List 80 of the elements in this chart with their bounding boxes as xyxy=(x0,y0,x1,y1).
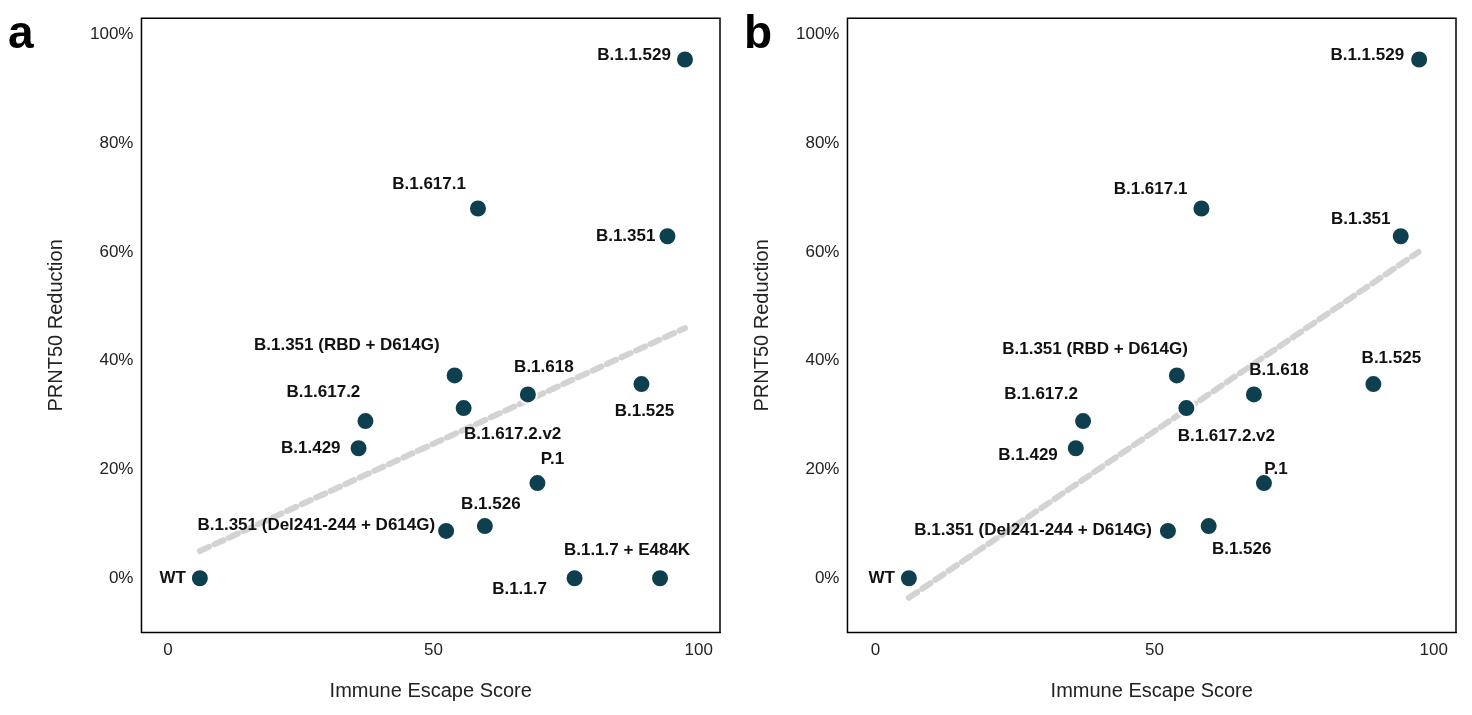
point xyxy=(1253,473,1274,494)
y-tick-label: 20% xyxy=(805,459,840,479)
annotation: B.1.351 xyxy=(1330,208,1391,228)
point xyxy=(1243,384,1264,405)
annotation: B.1.617.2 xyxy=(286,381,361,401)
point xyxy=(650,568,671,589)
y-axis-title: PRNT50 Reduction xyxy=(749,239,772,412)
chart-title: a xyxy=(8,5,34,58)
point xyxy=(1065,438,1086,459)
y-tick-label: 0% xyxy=(108,567,134,587)
point xyxy=(527,473,548,494)
point xyxy=(1073,411,1094,432)
point xyxy=(1176,398,1197,419)
annotation: B.1.351 (RBD + D614G) xyxy=(253,335,440,355)
point xyxy=(564,568,585,589)
annotation: B.1.526 xyxy=(1211,538,1272,558)
annotation: B.1.617.1 xyxy=(1113,179,1188,199)
annotation: B.1.351 xyxy=(595,225,656,245)
chart-title: b xyxy=(744,5,773,58)
x-axis-title: Immune Escape Score xyxy=(1050,678,1253,701)
annotation: WT xyxy=(159,567,187,587)
annotation: P.1 xyxy=(1264,458,1288,478)
y-tick-label: 40% xyxy=(99,350,134,370)
annotation: B.1.1.7 + E484K xyxy=(563,539,691,559)
annotation: B.1.617.1 xyxy=(392,174,466,194)
y-tick-label: 20% xyxy=(99,459,134,479)
point xyxy=(355,411,376,432)
annotation: B.1.1.529 xyxy=(1330,45,1405,65)
y-tick-label: 80% xyxy=(99,132,134,152)
point xyxy=(1363,374,1384,395)
point xyxy=(474,516,495,537)
point xyxy=(1157,520,1178,541)
annotation: P.1 xyxy=(540,448,565,468)
annotation: B.1.526 xyxy=(461,493,521,513)
annotation: B.1.617.2.v2 xyxy=(1177,425,1276,445)
point xyxy=(189,568,210,589)
x-tick-label: 50 xyxy=(1145,640,1164,660)
point xyxy=(348,438,369,459)
annotation: WT xyxy=(868,567,896,587)
y-tick-label: 100% xyxy=(796,24,840,44)
x-tick-label: 0 xyxy=(163,640,173,660)
y-tick-label: 60% xyxy=(805,241,840,261)
point xyxy=(1166,365,1187,386)
point xyxy=(1191,198,1212,219)
point xyxy=(453,398,474,419)
x-tick-label: 100 xyxy=(684,640,713,660)
point xyxy=(1409,49,1430,70)
point xyxy=(898,568,919,589)
point xyxy=(467,198,488,219)
annotation: B.1.351 (Del241-244 + D614G) xyxy=(914,519,1152,539)
point xyxy=(631,374,652,395)
x-axis-title: Immune Escape Score xyxy=(329,678,532,701)
point xyxy=(674,49,695,70)
annotation: B.1.525 xyxy=(1361,347,1422,367)
y-tick-label: 100% xyxy=(90,24,134,44)
annotation: B.1.429 xyxy=(998,444,1058,464)
annotation: B.1.617.2 xyxy=(1004,383,1078,403)
annotation: B.1.618 xyxy=(1249,360,1309,380)
point xyxy=(436,520,457,541)
y-axis-title: PRNT50 Reduction xyxy=(43,239,66,412)
y-tick-label: 0% xyxy=(814,567,840,587)
annotation: B.1.525 xyxy=(614,400,675,420)
annotation: B.1.351 (Del241-244 + D614G) xyxy=(197,514,436,534)
point xyxy=(1198,516,1219,537)
y-tick-label: 80% xyxy=(805,132,840,152)
annotation: B.1.429 xyxy=(281,437,341,457)
point xyxy=(1390,226,1411,247)
x-tick-label: 50 xyxy=(423,640,443,660)
annotation: B.1.1.7 xyxy=(492,578,547,598)
point xyxy=(517,384,538,405)
annotation: B.1.1.529 xyxy=(597,45,671,65)
annotation: B.1.617.2.v2 xyxy=(463,423,562,443)
x-tick-label: 0 xyxy=(870,640,881,660)
annotation: B.1.618 xyxy=(514,357,574,377)
y-tick-label: 60% xyxy=(99,241,134,261)
point xyxy=(444,365,465,386)
x-tick-label: 100 xyxy=(1419,640,1448,660)
point xyxy=(657,226,678,247)
y-tick-label: 40% xyxy=(805,350,840,370)
annotation: B.1.351 (RBD + D614G) xyxy=(1002,339,1188,359)
